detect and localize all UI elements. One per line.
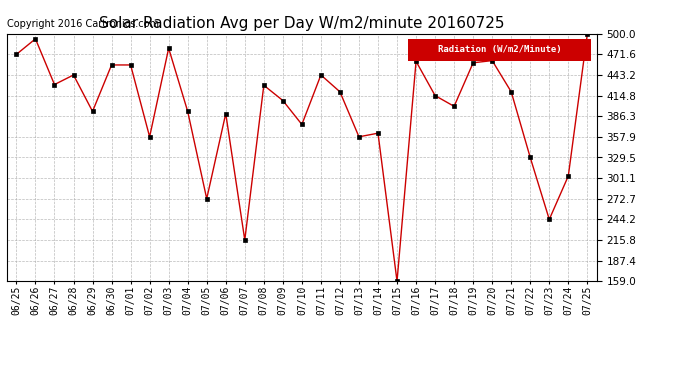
Title: Solar Radiation Avg per Day W/m2/minute 20160725: Solar Radiation Avg per Day W/m2/minute … xyxy=(99,16,504,31)
Text: Copyright 2016 Cartronics.com: Copyright 2016 Cartronics.com xyxy=(7,19,159,29)
